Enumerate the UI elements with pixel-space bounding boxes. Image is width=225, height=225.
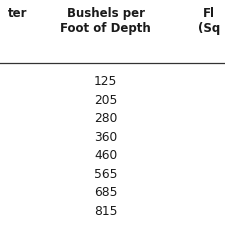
Text: 125: 125 bbox=[94, 75, 117, 88]
Text: 685: 685 bbox=[94, 186, 117, 199]
Text: Fl
(Sq: Fl (Sq bbox=[198, 7, 220, 35]
Text: ter: ter bbox=[8, 7, 28, 20]
Text: 565: 565 bbox=[94, 168, 117, 181]
Text: 815: 815 bbox=[94, 205, 117, 218]
Text: 205: 205 bbox=[94, 94, 117, 107]
Text: 360: 360 bbox=[94, 131, 117, 144]
Text: Bushels per
Foot of Depth: Bushels per Foot of Depth bbox=[60, 7, 151, 35]
Text: 460: 460 bbox=[94, 149, 117, 162]
Text: 280: 280 bbox=[94, 112, 117, 125]
